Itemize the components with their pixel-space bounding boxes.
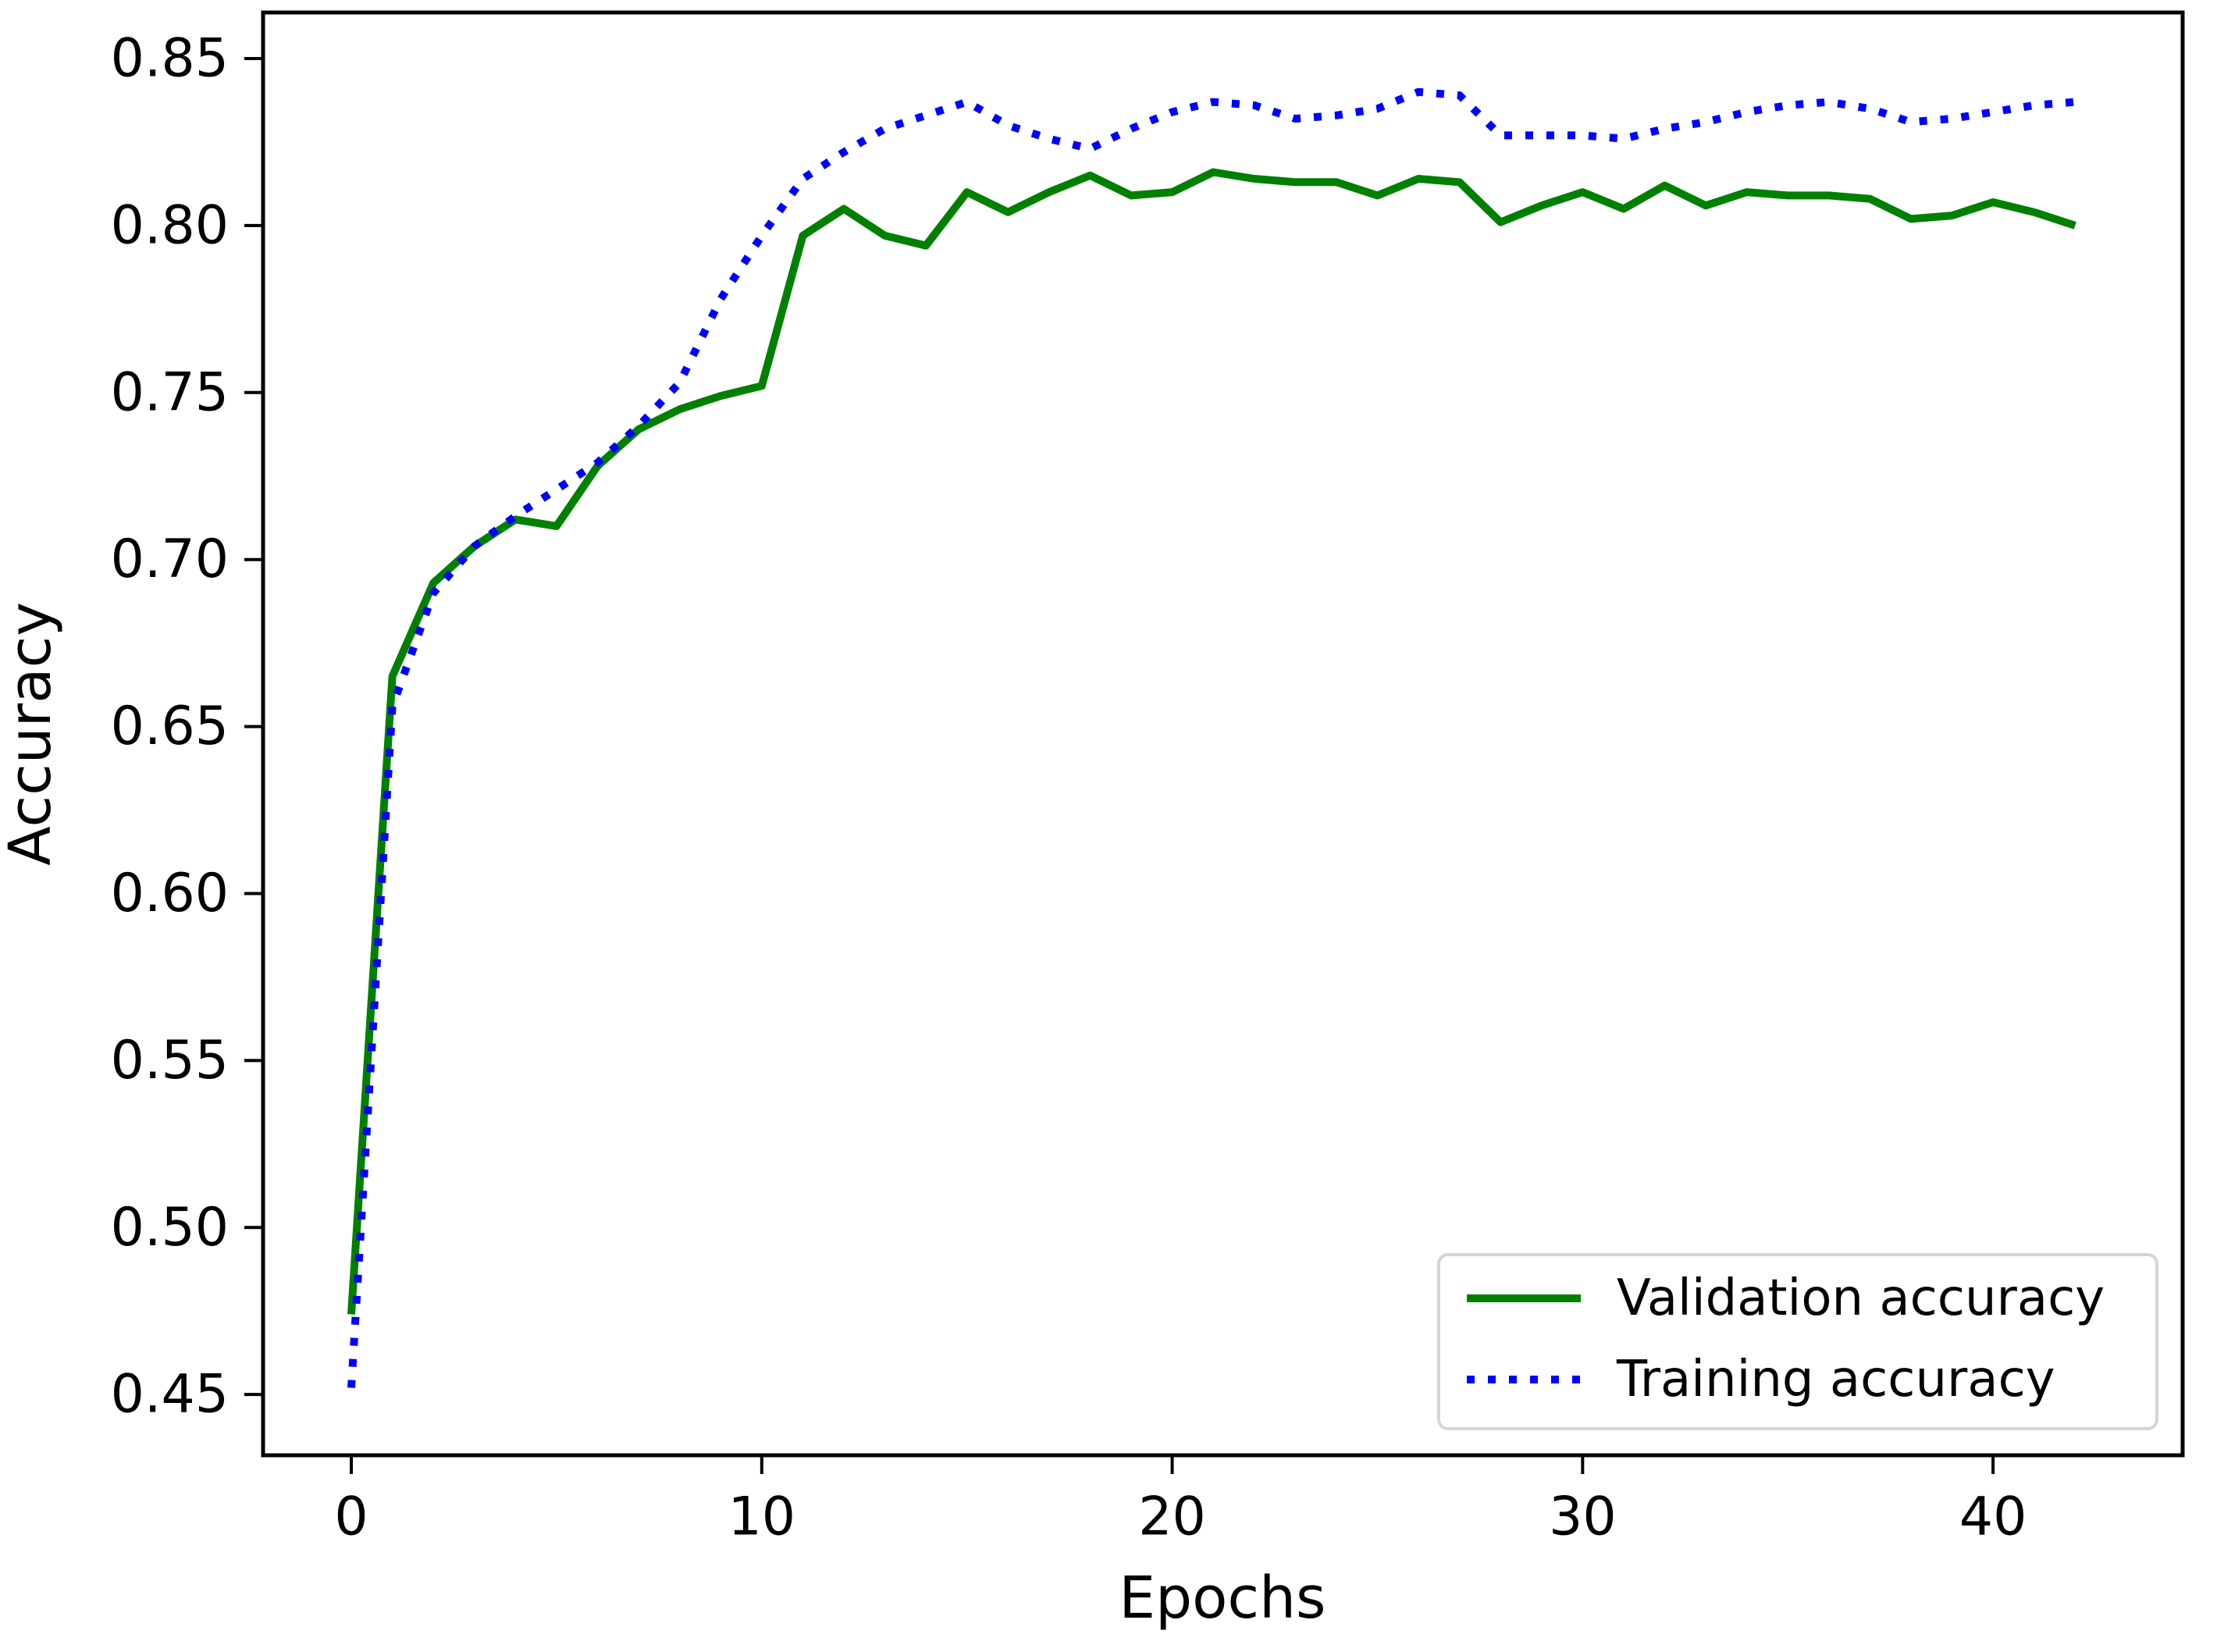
y-tick-label: 0.50 bbox=[111, 1197, 229, 1259]
y-axis: 0.45 0.50 0.55 0.60 0.65 0.70 0.75 0.80 0.85 bbox=[111, 28, 263, 1426]
y-tick-label: 0.55 bbox=[111, 1030, 229, 1091]
x-axis-label: Epochs bbox=[1119, 1565, 1326, 1632]
y-tick-label: 0.45 bbox=[111, 1364, 229, 1426]
y-tick-label: 0.85 bbox=[111, 28, 229, 90]
plot-frame bbox=[261, 10, 2185, 1458]
y-axis-label: Accuracy bbox=[0, 602, 64, 866]
legend-label: Training accuracy bbox=[1616, 1351, 2055, 1408]
x-axis: 0 10 20 30 40 bbox=[334, 1455, 2027, 1548]
series-line-validation bbox=[347, 168, 2076, 1315]
y-tick-label: 0.65 bbox=[111, 696, 229, 757]
legend-box bbox=[1437, 1253, 2158, 1430]
x-tick-label: 30 bbox=[1549, 1486, 1617, 1548]
y-tick-label: 0.60 bbox=[111, 863, 229, 924]
x-tick-label: 10 bbox=[728, 1486, 796, 1548]
x-tick-label: 40 bbox=[1959, 1486, 2027, 1548]
y-tick-label: 0.70 bbox=[111, 529, 229, 590]
plot-area bbox=[261, 10, 2185, 1458]
legend: Validation accuracy Training accuracy bbox=[1437, 1253, 2158, 1430]
x-tick-label: 20 bbox=[1138, 1486, 1206, 1548]
series-lines bbox=[347, 87, 2076, 1388]
series-line-training bbox=[347, 87, 2076, 1388]
x-tick-label: 0 bbox=[334, 1486, 368, 1548]
legend-label: Validation accuracy bbox=[1617, 1269, 2105, 1327]
y-tick-label: 0.75 bbox=[111, 361, 229, 423]
y-tick-label: 0.80 bbox=[111, 194, 229, 256]
